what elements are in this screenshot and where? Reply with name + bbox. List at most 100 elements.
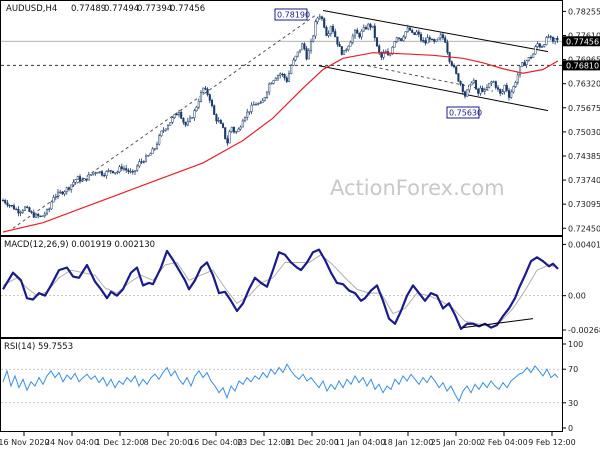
candle-body xyxy=(43,213,46,217)
candle-body xyxy=(307,50,310,60)
candle-body xyxy=(109,170,112,172)
candle-body xyxy=(116,171,119,173)
candle-body xyxy=(417,31,420,35)
candle-body xyxy=(422,40,425,42)
candle-body xyxy=(556,37,559,41)
candle-body xyxy=(105,171,108,176)
candle-body xyxy=(338,44,341,47)
candle-body xyxy=(367,23,370,30)
candle-body xyxy=(554,37,557,42)
candle-body xyxy=(259,102,262,104)
ohlc-close: 0.77456 xyxy=(170,4,205,14)
candle-body xyxy=(191,117,194,119)
candle-body xyxy=(358,33,361,38)
candle-body xyxy=(364,27,368,30)
candle-body xyxy=(492,81,495,83)
symbol-label: AUDUSD,H4 xyxy=(6,4,57,14)
candle-body xyxy=(52,197,55,203)
candle-body xyxy=(186,120,189,126)
candle-body xyxy=(466,89,469,97)
candle-body xyxy=(180,112,183,119)
candle-body xyxy=(8,204,11,207)
candle-body xyxy=(503,85,506,92)
high-annotation: 0.78190 xyxy=(274,8,310,21)
candle-body xyxy=(70,184,73,190)
candle-body xyxy=(120,166,123,170)
candle-body xyxy=(545,37,548,45)
candle-body xyxy=(419,33,423,41)
candle-body xyxy=(512,86,515,93)
candle-body xyxy=(72,181,75,186)
candle-body xyxy=(6,202,9,206)
candle-body xyxy=(389,53,392,56)
candle-body xyxy=(226,138,229,144)
low-annotation-text: 0.75630 xyxy=(449,109,482,118)
candle-body xyxy=(356,29,359,34)
candle-body xyxy=(184,121,187,126)
price-plot xyxy=(1,9,562,233)
price-tick-label: 0.75030 xyxy=(568,128,600,137)
candle-body xyxy=(239,126,242,130)
candle-body xyxy=(1,199,5,202)
candle-body xyxy=(199,92,203,102)
candle-body xyxy=(518,66,522,76)
x-tick-label: 31 Dec 20:00 xyxy=(285,438,339,447)
candle-body xyxy=(177,112,181,115)
candle-body xyxy=(510,91,513,98)
candle-body xyxy=(459,81,462,85)
candle-body xyxy=(160,130,163,136)
candle-body xyxy=(375,37,379,47)
candle-body xyxy=(325,27,328,36)
candle-body xyxy=(210,100,214,107)
candle-body xyxy=(261,100,264,104)
candle-body xyxy=(323,18,326,28)
price-tick-label: 0.74385 xyxy=(568,152,600,161)
candle-body xyxy=(74,179,77,183)
x-tick-label: 25 Jan 20:00 xyxy=(431,438,482,447)
candle-body xyxy=(54,195,57,198)
macd-plot xyxy=(1,248,562,330)
candle-body xyxy=(294,55,297,61)
candle-body xyxy=(382,52,385,58)
candle-body xyxy=(182,117,185,123)
candle-body xyxy=(241,120,244,128)
candle-body xyxy=(4,200,7,204)
price-tick-label: 0.75675 xyxy=(568,104,600,113)
candle-body xyxy=(452,64,456,68)
candle-body xyxy=(158,135,161,145)
candle-body xyxy=(202,87,205,93)
rsi-title: RSI(14) 59.7553 xyxy=(4,342,73,352)
candle-body xyxy=(547,36,550,38)
candle-body xyxy=(164,128,167,131)
candle-body xyxy=(540,46,544,48)
candle-body xyxy=(472,80,475,84)
x-tick-label: 2 Feb 04:00 xyxy=(480,438,527,447)
candle-body xyxy=(298,49,302,53)
support-level-tag: 0.76810 xyxy=(563,60,600,71)
price-y-axis: 0.78255 0.77610 0.76965 0.76320 0.75675 0.750… xyxy=(562,7,600,233)
candle-body xyxy=(529,57,533,59)
x-tick-label: 23 Dec 12:00 xyxy=(237,438,291,447)
candle-body xyxy=(351,35,354,43)
price-tick-label: 0.77610 xyxy=(568,32,600,41)
candle-body xyxy=(402,36,405,41)
candle-body xyxy=(340,46,343,55)
candle-body xyxy=(446,42,449,53)
candle-body xyxy=(272,80,275,84)
candle-body xyxy=(92,172,95,175)
candle-body xyxy=(125,168,128,171)
candle-body xyxy=(103,174,106,177)
candle-body xyxy=(142,161,145,163)
candle-body xyxy=(543,44,546,48)
candle-body xyxy=(435,39,438,42)
candle-body xyxy=(12,205,16,210)
candle-body xyxy=(536,43,539,47)
candle-body xyxy=(48,208,51,211)
candle-body xyxy=(494,81,497,88)
candle-body xyxy=(426,37,429,44)
candle-body xyxy=(296,51,299,57)
candle-body xyxy=(23,206,27,211)
macd-title: MACD(12,26,9) 0.001919 0.002130 xyxy=(4,240,155,250)
candle-body xyxy=(373,25,376,38)
rsi-line xyxy=(2,363,559,403)
